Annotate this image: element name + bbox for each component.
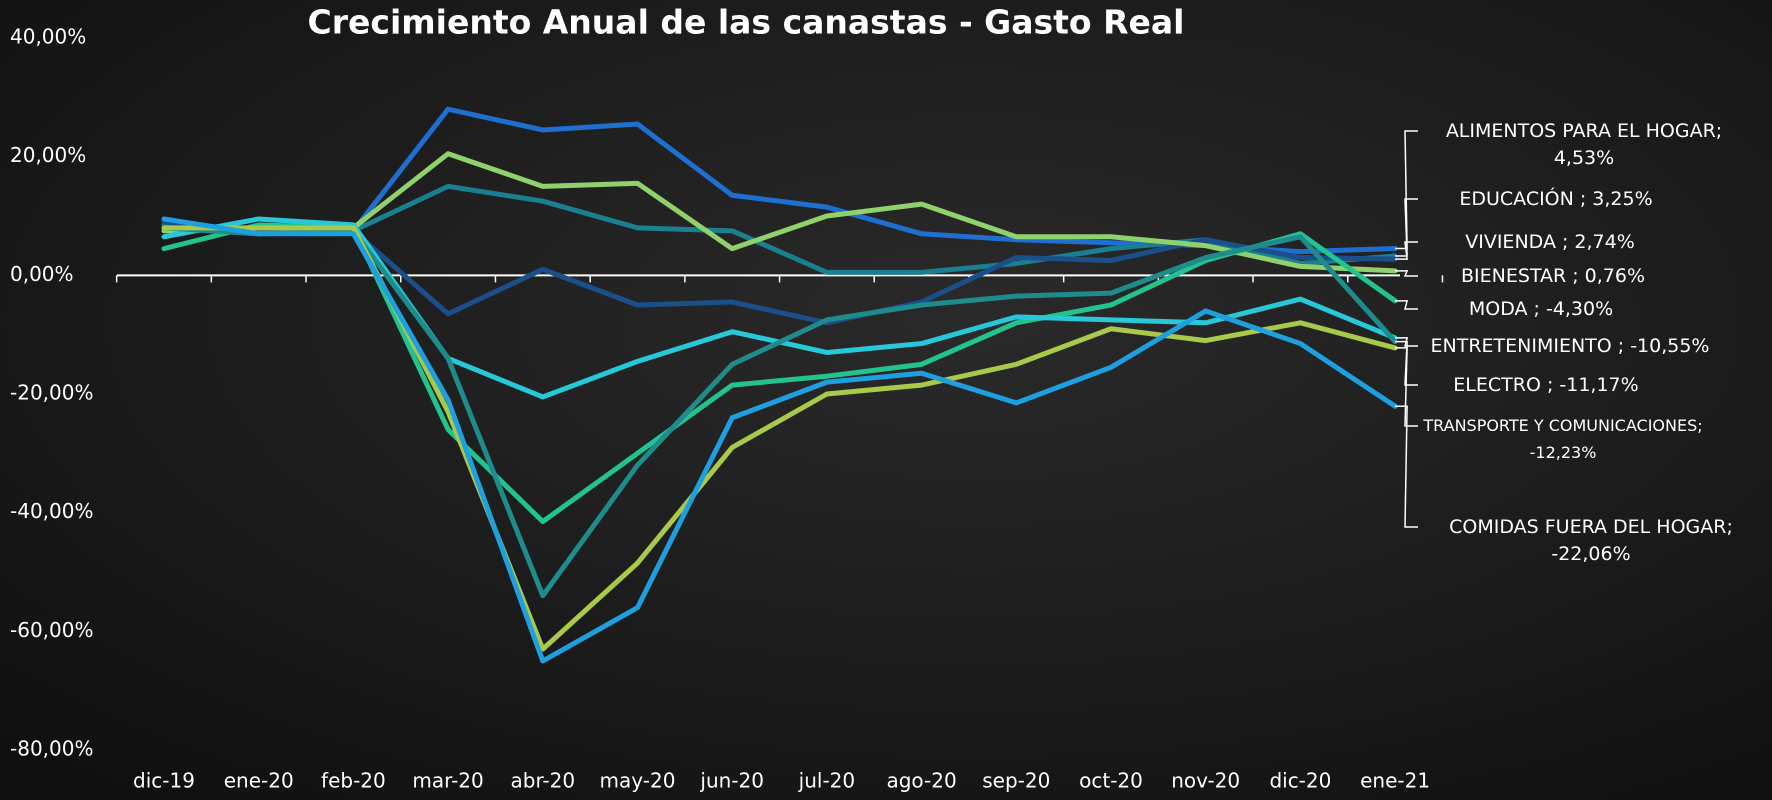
series-name: BIENESTAR ; bbox=[1461, 265, 1579, 287]
series-name: TRANSPORTE Y COMUNICACIONES; bbox=[1422, 416, 1702, 435]
value-label: 4,53% bbox=[1554, 147, 1614, 169]
series-name: ALIMENTOS PARA EL HOGAR; bbox=[1446, 120, 1722, 142]
value-label: 2,74% bbox=[1574, 231, 1634, 253]
x-tick-label: abr-20 bbox=[511, 769, 576, 793]
data-label: TRANSPORTE Y COMUNICACIONES; -12,23% bbox=[1422, 416, 1702, 462]
x-tick-label: dic-19 bbox=[133, 769, 195, 793]
series-name: MODA ; bbox=[1469, 298, 1540, 320]
chart-title: Crecimiento Anual de las canastas - Gast… bbox=[308, 3, 1185, 42]
value-label: -10,55% bbox=[1630, 335, 1709, 357]
x-tick-label: ene-20 bbox=[224, 769, 294, 793]
series-name: COMIDAS FUERA DEL HOGAR; bbox=[1449, 516, 1733, 538]
x-tick-label: mar-20 bbox=[412, 769, 483, 793]
y-tick-label: 0,00% bbox=[10, 262, 74, 286]
leader-line bbox=[1395, 405, 1418, 528]
value-label: 0,76% bbox=[1585, 265, 1645, 287]
x-tick-label: feb-20 bbox=[321, 769, 386, 793]
data-label: MODA ; -4,30% bbox=[1469, 298, 1613, 320]
series-line bbox=[161, 151, 1398, 274]
y-tick-label: 20,00% bbox=[10, 143, 86, 167]
leader-line bbox=[1395, 198, 1418, 257]
x-tick-label: ene-21 bbox=[1360, 769, 1430, 793]
series-name: VIVIENDA ; bbox=[1465, 231, 1568, 253]
leader-line bbox=[1395, 300, 1418, 310]
y-tick-label: 40,00% bbox=[10, 25, 86, 49]
series-line bbox=[161, 216, 1398, 664]
data-label: VIVIENDA ; 2,74% bbox=[1465, 231, 1635, 253]
data-label: ELECTRO ; -11,17% bbox=[1453, 374, 1638, 396]
value-label: -11,17% bbox=[1559, 374, 1638, 396]
data-label: BIENESTAR ; 0,76% bbox=[1461, 265, 1645, 287]
series-line bbox=[161, 225, 1398, 599]
value-label: -22,06% bbox=[1551, 543, 1630, 565]
data-label: COMIDAS FUERA DEL HOGAR; -22,06% bbox=[1449, 516, 1733, 565]
value-label: -12,23% bbox=[1530, 443, 1597, 462]
value-label: -4,30% bbox=[1546, 298, 1613, 320]
y-tick-label: -60,00% bbox=[10, 618, 93, 642]
x-tick-label: jul-20 bbox=[798, 769, 855, 793]
data-label: ALIMENTOS PARA EL HOGAR; 4,53% bbox=[1446, 120, 1722, 169]
series-name: ELECTRO ; bbox=[1453, 374, 1553, 396]
data-label: EDUCACIÓN ; 3,25% bbox=[1459, 186, 1652, 210]
x-tick-label: jun-20 bbox=[699, 769, 764, 793]
x-tick-label: ago-20 bbox=[886, 769, 956, 793]
x-tick-label: dic-20 bbox=[1269, 769, 1331, 793]
data-label: ENTRETENIMIENTO ; -10,55% bbox=[1431, 335, 1710, 357]
leader-line bbox=[1395, 130, 1418, 250]
series-name: EDUCACIÓN ; bbox=[1459, 186, 1586, 210]
x-tick-label: nov-20 bbox=[1171, 769, 1240, 793]
leader-line bbox=[1395, 241, 1418, 260]
leader-line bbox=[1395, 270, 1418, 277]
y-tick-label: -80,00% bbox=[10, 737, 93, 761]
y-tick-label: -20,00% bbox=[10, 381, 93, 405]
x-tick-label: sep-20 bbox=[982, 769, 1050, 793]
x-tick-label: oct-20 bbox=[1079, 769, 1143, 793]
value-label: 3,25% bbox=[1592, 188, 1652, 210]
series-name: ENTRETENIMIENTO ; bbox=[1431, 335, 1625, 357]
x-tick-label: may-20 bbox=[600, 769, 676, 793]
y-tick-label: -40,00% bbox=[10, 499, 93, 523]
leader-line bbox=[1395, 347, 1418, 427]
